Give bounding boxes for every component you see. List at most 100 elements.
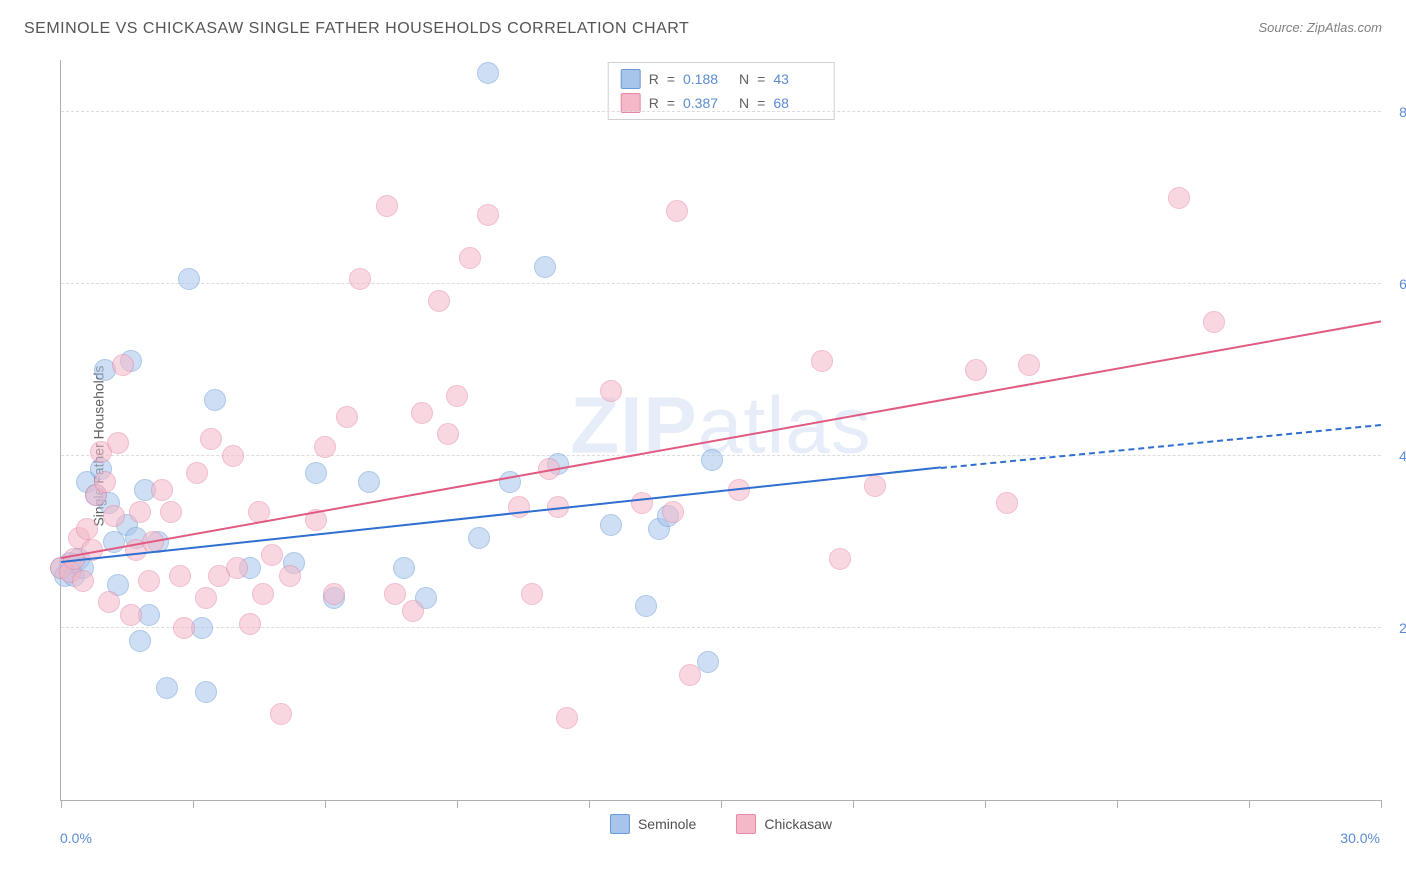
data-point <box>477 62 499 84</box>
data-point <box>534 256 556 278</box>
data-point <box>477 204 499 226</box>
data-point <box>112 354 134 376</box>
chart-source: Source: ZipAtlas.com <box>1258 20 1382 35</box>
data-point <box>376 195 398 217</box>
data-point <box>120 604 142 626</box>
data-point <box>72 570 94 592</box>
data-point <box>323 583 345 605</box>
gridline <box>61 283 1381 284</box>
data-point <box>226 557 248 579</box>
xtick <box>61 800 62 808</box>
xtick <box>457 800 458 808</box>
data-point <box>508 496 530 518</box>
data-point <box>701 449 723 471</box>
data-point <box>393 557 415 579</box>
data-point <box>336 406 358 428</box>
data-point <box>178 268 200 290</box>
data-point <box>94 471 116 493</box>
data-point <box>1168 187 1190 209</box>
data-point <box>270 703 292 725</box>
data-point <box>1203 311 1225 333</box>
data-point <box>252 583 274 605</box>
data-point <box>195 681 217 703</box>
data-point <box>864 475 886 497</box>
data-point <box>305 462 327 484</box>
chart-title: SEMINOLE VS CHICKASAW SINGLE FATHER HOUS… <box>24 20 689 38</box>
chickasaw-legend-swatch <box>736 814 756 834</box>
data-point <box>631 492 653 514</box>
data-point <box>160 501 182 523</box>
data-point <box>151 479 173 501</box>
stats-row-seminole: R = 0.188 N = 43 <box>621 67 822 91</box>
data-point <box>459 247 481 269</box>
data-point <box>129 630 151 652</box>
data-point <box>358 471 380 493</box>
ytick-label: 2.0% <box>1399 620 1406 636</box>
data-point <box>76 518 98 540</box>
data-point <box>204 389 226 411</box>
seminole-r-value: 0.188 <box>683 71 731 87</box>
plot-area: ZIPatlas R = 0.188 N = 43 R = 0.387 N = … <box>60 60 1381 801</box>
data-point <box>556 707 578 729</box>
chart-container: SEMINOLE VS CHICKASAW SINGLE FATHER HOUS… <box>0 0 1406 892</box>
data-point <box>521 583 543 605</box>
xtick <box>193 800 194 808</box>
gridline <box>61 111 1381 112</box>
data-point <box>679 664 701 686</box>
data-point <box>173 617 195 639</box>
data-point <box>261 544 283 566</box>
xtick <box>1381 800 1382 808</box>
chickasaw-n-value: 68 <box>773 95 821 111</box>
data-point <box>239 613 261 635</box>
data-point <box>600 380 622 402</box>
data-point <box>156 677 178 699</box>
seminole-legend-swatch <box>610 814 630 834</box>
seminole-n-value: 43 <box>773 71 821 87</box>
data-point <box>402 600 424 622</box>
ytick-label: 6.0% <box>1399 276 1406 292</box>
data-point <box>600 514 622 536</box>
legend-item-chickasaw: Chickasaw <box>736 814 832 834</box>
seminole-swatch <box>621 69 641 89</box>
xtick <box>325 800 326 808</box>
x-max-label: 30.0% <box>1340 830 1380 846</box>
data-point <box>635 595 657 617</box>
chickasaw-r-value: 0.387 <box>683 95 731 111</box>
data-point <box>446 385 468 407</box>
data-point <box>499 471 521 493</box>
data-point <box>965 359 987 381</box>
data-point <box>384 583 406 605</box>
xtick <box>1249 800 1250 808</box>
data-point <box>314 436 336 458</box>
ytick-label: 8.0% <box>1399 104 1406 120</box>
data-point <box>195 587 217 609</box>
xtick <box>589 800 590 808</box>
data-point <box>468 527 490 549</box>
legend-bottom: Seminole Chickasaw <box>610 814 832 834</box>
xtick <box>853 800 854 808</box>
data-point <box>279 565 301 587</box>
trend-line <box>941 424 1381 469</box>
data-point <box>107 432 129 454</box>
data-point <box>662 501 684 523</box>
data-point <box>129 501 151 523</box>
data-point <box>98 591 120 613</box>
data-point <box>829 548 851 570</box>
data-point <box>996 492 1018 514</box>
ytick-label: 4.0% <box>1399 448 1406 464</box>
xtick <box>985 800 986 808</box>
data-point <box>200 428 222 450</box>
data-point <box>222 445 244 467</box>
data-point <box>103 505 125 527</box>
data-point <box>437 423 459 445</box>
data-point <box>186 462 208 484</box>
legend-item-seminole: Seminole <box>610 814 696 834</box>
data-point <box>169 565 191 587</box>
data-point <box>1018 354 1040 376</box>
x-min-label: 0.0% <box>60 830 92 846</box>
trend-line <box>61 320 1381 559</box>
data-point <box>138 570 160 592</box>
xtick <box>1117 800 1118 808</box>
data-point <box>666 200 688 222</box>
data-point <box>811 350 833 372</box>
